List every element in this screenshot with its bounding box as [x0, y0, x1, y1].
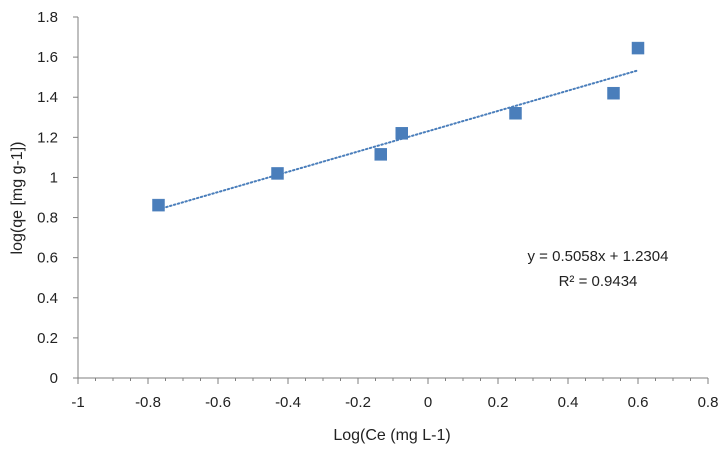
trendline-equation: y = 0.5058x + 1.2304 — [528, 248, 669, 265]
trendline-layer — [157, 69, 639, 211]
x-axis-title: Log(Ce (mg L-1) — [333, 427, 450, 444]
y-tick-label: 0 — [50, 370, 58, 387]
x-tick-label: 0.4 — [558, 394, 579, 411]
x-tick-label: 0.8 — [698, 394, 719, 411]
y-tick-label: 1.6 — [37, 49, 58, 66]
data-point — [607, 86, 620, 100]
x-tick-label: 0.2 — [488, 394, 509, 411]
y-tick-label: 1.2 — [37, 129, 58, 146]
data-point — [509, 107, 522, 120]
x-tick-label: -0.2 — [345, 394, 371, 411]
data-point — [374, 148, 387, 161]
data-point — [152, 198, 165, 212]
x-tick-label: -1 — [71, 394, 84, 411]
y-axis-title: log(qe [mg g-1]) — [9, 142, 26, 255]
trendline — [157, 69, 639, 211]
data-point — [271, 167, 284, 180]
x-tick-label: -0.8 — [135, 394, 161, 411]
y-tick-label: 0.8 — [37, 210, 58, 227]
y-tick-label: 1.8 — [37, 9, 58, 26]
y-tick-label: 0.4 — [37, 290, 58, 307]
x-tick-label: 0 — [424, 394, 432, 411]
x-tick-label: -0.4 — [275, 394, 301, 411]
r-squared-label: R² = 0.9434 — [559, 273, 638, 290]
y-tick-label: 0.6 — [37, 250, 58, 267]
x-tick-label: 0.6 — [628, 394, 649, 411]
data-point — [395, 127, 408, 140]
y-tick-label: 1.4 — [37, 89, 58, 106]
data-points — [152, 41, 645, 212]
data-point — [631, 41, 645, 55]
axes: -1 -0.8 -0.6 -0.4 -0.2 0 0.2 0.4 0.6 0.8 0 0.2 0.4 0.… — [37, 9, 718, 411]
y-tick-label: 1 — [50, 169, 58, 186]
x-tick-label: -0.6 — [205, 394, 231, 411]
y-tick-label: 0.2 — [37, 330, 58, 347]
